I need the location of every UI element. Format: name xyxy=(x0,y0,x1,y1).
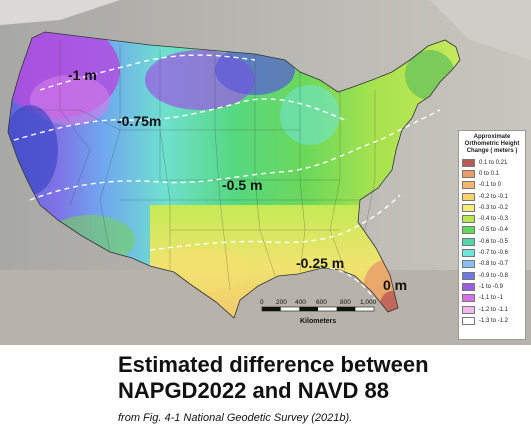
caption-title-line-2: NAPGD2022 and NAVD 88 xyxy=(118,378,390,403)
legend-item: -0.9 to -0.8 xyxy=(459,270,525,281)
map-legend: Approximate Orthometric Height Change ( … xyxy=(458,130,526,340)
legend-item-label: -0.4 to -0.3 xyxy=(479,216,509,223)
scale-tick-1000: 1,000 xyxy=(360,299,377,306)
legend-swatch xyxy=(462,181,475,190)
legend-title: Approximate Orthometric Height Change ( … xyxy=(459,131,525,157)
legend-item-label: -0.9 to -0.8 xyxy=(479,272,509,279)
contour-label-0m: 0 m xyxy=(383,277,407,293)
legend-item: -1.2 to -1.1 xyxy=(459,304,525,315)
contour-label-minus-1m: -1 m xyxy=(68,67,97,83)
legend-title-line-1: Approximate xyxy=(473,134,511,140)
legend-swatch xyxy=(462,260,475,269)
legend-swatch xyxy=(462,249,475,258)
legend-swatch xyxy=(462,316,475,325)
legend-item: -1.1 to -1 xyxy=(459,293,525,304)
scale-bar: 0 200 400 600 800 1,000 Kilometers xyxy=(260,299,377,325)
legend-item: -0.4 to -0.3 xyxy=(459,213,525,224)
legend-item: -0.8 to -0.7 xyxy=(459,259,525,270)
legend-item: -1.3 to -1.2 xyxy=(459,315,525,326)
legend-item: -0.1 to 0 xyxy=(459,180,525,191)
orthometric-height-change-map: -1 m -0.75m -0.5 m -0.25 m 0 m 0 200 400… xyxy=(0,0,531,345)
legend-item: -0.7 to -0.6 xyxy=(459,247,525,258)
legend-swatch xyxy=(462,158,475,167)
legend-item-label: 0.1 to 0.21 xyxy=(479,159,508,166)
legend-item-label: 0 to 0.1 xyxy=(479,170,500,177)
legend-title-line-2: Orthometric Height xyxy=(464,141,520,147)
legend-item: 0 to 0.1 xyxy=(459,168,525,179)
legend-item-label: -0.8 to -0.7 xyxy=(479,261,509,268)
legend-swatch xyxy=(462,192,475,201)
scale-tick-600: 600 xyxy=(316,299,327,306)
scale-tick-400: 400 xyxy=(295,299,306,306)
caption-title-line-1: Estimated difference between xyxy=(118,352,429,377)
legend-item: -0.3 to -0.2 xyxy=(459,202,525,213)
legend-item: -1 to -0.9 xyxy=(459,281,525,292)
legend-swatch xyxy=(462,226,475,235)
scale-tick-200: 200 xyxy=(276,299,287,306)
legend-swatch xyxy=(462,271,475,280)
legend-item-label: -1.1 to -1 xyxy=(479,295,504,302)
contour-label-minus-0.25m: -0.25 m xyxy=(296,255,344,271)
scale-unit-label: Kilometers xyxy=(300,318,336,325)
legend-swatch xyxy=(462,169,475,178)
legend-swatch xyxy=(462,237,475,246)
caption-title: Estimated difference between NAPGD2022 a… xyxy=(118,352,518,404)
legend-swatch xyxy=(462,203,475,212)
legend-items: 0.1 to 0.21 0 to 0.1 -0.1 to 0 -0.2 to -0.1… xyxy=(459,157,525,326)
contour-label-minus-0.5m: -0.5 m xyxy=(222,177,262,193)
legend-item-label: -0.6 to -0.5 xyxy=(479,238,509,245)
legend-swatch xyxy=(462,215,475,224)
legend-item: -0.2 to -0.1 xyxy=(459,191,525,202)
legend-item-label: -1.2 to -1.1 xyxy=(479,306,509,313)
legend-swatch xyxy=(462,294,475,303)
scale-tick-800: 800 xyxy=(340,299,351,306)
legend-swatch xyxy=(462,282,475,291)
legend-title-line-3: Change ( meters ) xyxy=(466,148,518,154)
legend-item-label: -0.7 to -0.6 xyxy=(479,250,509,257)
scale-tick-0: 0 xyxy=(260,299,264,306)
legend-item-label: -1.3 to -1.2 xyxy=(479,317,509,324)
legend-item: 0.1 to 0.21 xyxy=(459,157,525,168)
contour-label-minus-0.75m: -0.75m xyxy=(117,113,161,129)
legend-item-label: -0.2 to -0.1 xyxy=(479,193,509,200)
legend-item-label: -1 to -0.9 xyxy=(479,283,504,290)
legend-item-label: -0.3 to -0.2 xyxy=(479,204,509,211)
legend-item: -0.5 to -0.4 xyxy=(459,225,525,236)
legend-swatch xyxy=(462,305,475,314)
caption-source: from Fig. 4-1 National Geodetic Survey (… xyxy=(118,412,353,424)
legend-item: -0.6 to -0.5 xyxy=(459,236,525,247)
legend-item-label: -0.5 to -0.4 xyxy=(479,227,509,234)
legend-item-label: -0.1 to 0 xyxy=(479,182,502,189)
